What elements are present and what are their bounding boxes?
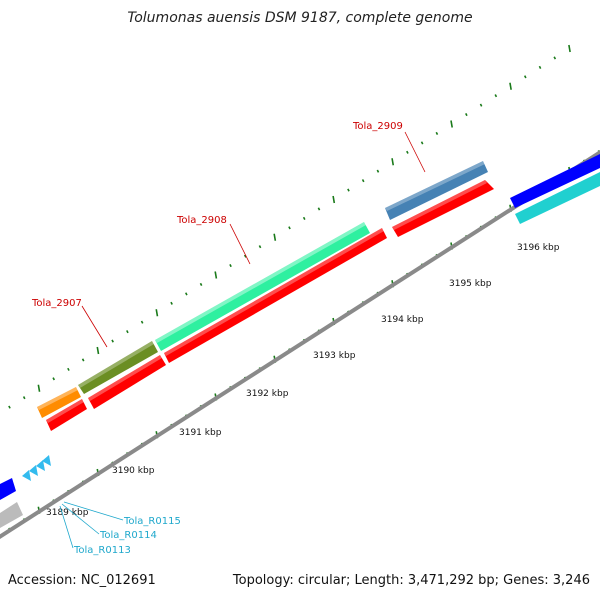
rna-arrow-2[interactable]: [29, 465, 38, 476]
leader-tola-2908: [229, 223, 251, 265]
scale-tick: [302, 216, 306, 220]
scale-label-3193: 3193 kbp: [313, 351, 356, 361]
gene-forward-gray-left[interactable]: [0, 502, 23, 528]
leader-tola-r0113: [59, 505, 74, 549]
label-tola-2909[interactable]: Tola_2909: [352, 121, 403, 132]
label-tola-r0115[interactable]: Tola_R0115: [123, 516, 181, 527]
rna-arrow-4[interactable]: [42, 455, 51, 466]
gene-forward-mint[interactable]: [155, 222, 370, 351]
scale-tick: [199, 282, 203, 287]
leader-tola-2909: [404, 131, 426, 173]
scale-tick: [126, 330, 129, 334]
scale-tick: [465, 113, 468, 117]
gene-forward-blue-left[interactable]: [0, 478, 16, 500]
scale-tick: [243, 254, 247, 258]
gene-forward-cyan-right[interactable]: [515, 172, 600, 224]
gene-forward-orange[interactable]: [37, 387, 81, 418]
gene-reverse-4[interactable]: [392, 180, 494, 237]
scale-tick: [494, 94, 498, 98]
scale-tick: [332, 195, 336, 204]
scale-tick: [435, 131, 439, 136]
scale-tick: [406, 150, 409, 154]
scale-tick: [170, 301, 173, 305]
reverse-strand-genes: [46, 180, 494, 431]
scale-label-3194: 3194 kbp: [381, 315, 424, 325]
gene-forward-green[interactable]: [78, 341, 158, 394]
accession-text: Accession: NC_012691: [8, 573, 156, 588]
forward-strand-genes: [0, 154, 600, 528]
scale-tick: [52, 377, 56, 381]
leader-tola-2907: [81, 305, 108, 348]
scale-labels: 3189 kbp 3190 kbp 3191 kbp 3192 kbp 3193…: [46, 243, 560, 518]
label-tola-2908[interactable]: Tola_2908: [176, 215, 227, 226]
scale-tick: [317, 207, 321, 211]
scale-tick: [111, 339, 114, 343]
gene-forward-steel[interactable]: [385, 161, 488, 220]
leader-tola-r0114: [61, 503, 100, 535]
gene-labels: Tola_2907 Tola_2908 Tola_2909: [31, 121, 426, 348]
gene-reverse-1[interactable]: [46, 399, 87, 431]
scale-tick: [185, 292, 188, 296]
label-tola-r0114[interactable]: Tola_R0114: [99, 530, 157, 541]
scale-tick: [96, 346, 100, 355]
scale-tick: [538, 65, 542, 69]
scale-label-3196: 3196 kbp: [517, 243, 560, 253]
genome-backbone: [0, 150, 600, 539]
scale-tick: [140, 320, 144, 324]
gene-reverse-3[interactable]: [164, 228, 387, 363]
rna-arrow-3[interactable]: [36, 460, 45, 471]
rna-arrow-1[interactable]: [22, 470, 31, 481]
topology-text: Topology: circular; Length: 3,471,292 bp…: [232, 573, 590, 588]
gene-reverse-2[interactable]: [88, 355, 166, 409]
gene-forward-blue-right[interactable]: [510, 154, 600, 208]
scale-tick: [391, 158, 395, 166]
scale-tick: [568, 44, 571, 53]
scale-tick: [229, 264, 232, 268]
scale-tick: [288, 226, 291, 230]
scale-tick: [420, 141, 424, 145]
scale-tick: [22, 396, 26, 400]
rna-genes: [22, 455, 51, 481]
scale-tick: [523, 75, 527, 79]
scale-tick: [273, 233, 277, 241]
scale-label-3192: 3192 kbp: [246, 389, 289, 399]
rna-labels: Tola_R0115 Tola_R0114 Tola_R0113: [59, 501, 181, 556]
scale-tick: [361, 179, 365, 183]
scale-tick: [155, 309, 159, 317]
scale-tick-rows: [8, 44, 600, 531]
scale-tick: [553, 56, 557, 60]
scale-label-3195: 3195 kbp: [449, 279, 492, 289]
leader-tola-r0115: [63, 501, 124, 521]
scale-tick: [81, 358, 85, 362]
scale-tick: [509, 82, 512, 90]
scale-tick: [67, 367, 70, 371]
scale-tick: [347, 188, 350, 192]
scale-label-3190: 3190 kbp: [112, 466, 155, 476]
scale-tick: [258, 245, 262, 249]
scale-tick: [376, 169, 380, 173]
scale-tick: [37, 384, 41, 392]
scale-label-3191: 3191 kbp: [179, 428, 222, 438]
scale-tick: [479, 103, 483, 107]
genome-title: Tolumonas auensis DSM 9187, complete gen…: [127, 10, 473, 26]
label-tola-2907[interactable]: Tola_2907: [31, 298, 82, 309]
scale-tick: [214, 271, 218, 279]
label-tola-r0113[interactable]: Tola_R0113: [73, 545, 131, 556]
scale-tick: [450, 120, 453, 128]
scale-tick: [8, 405, 11, 409]
scale-label-3189: 3189 kbp: [46, 508, 89, 518]
